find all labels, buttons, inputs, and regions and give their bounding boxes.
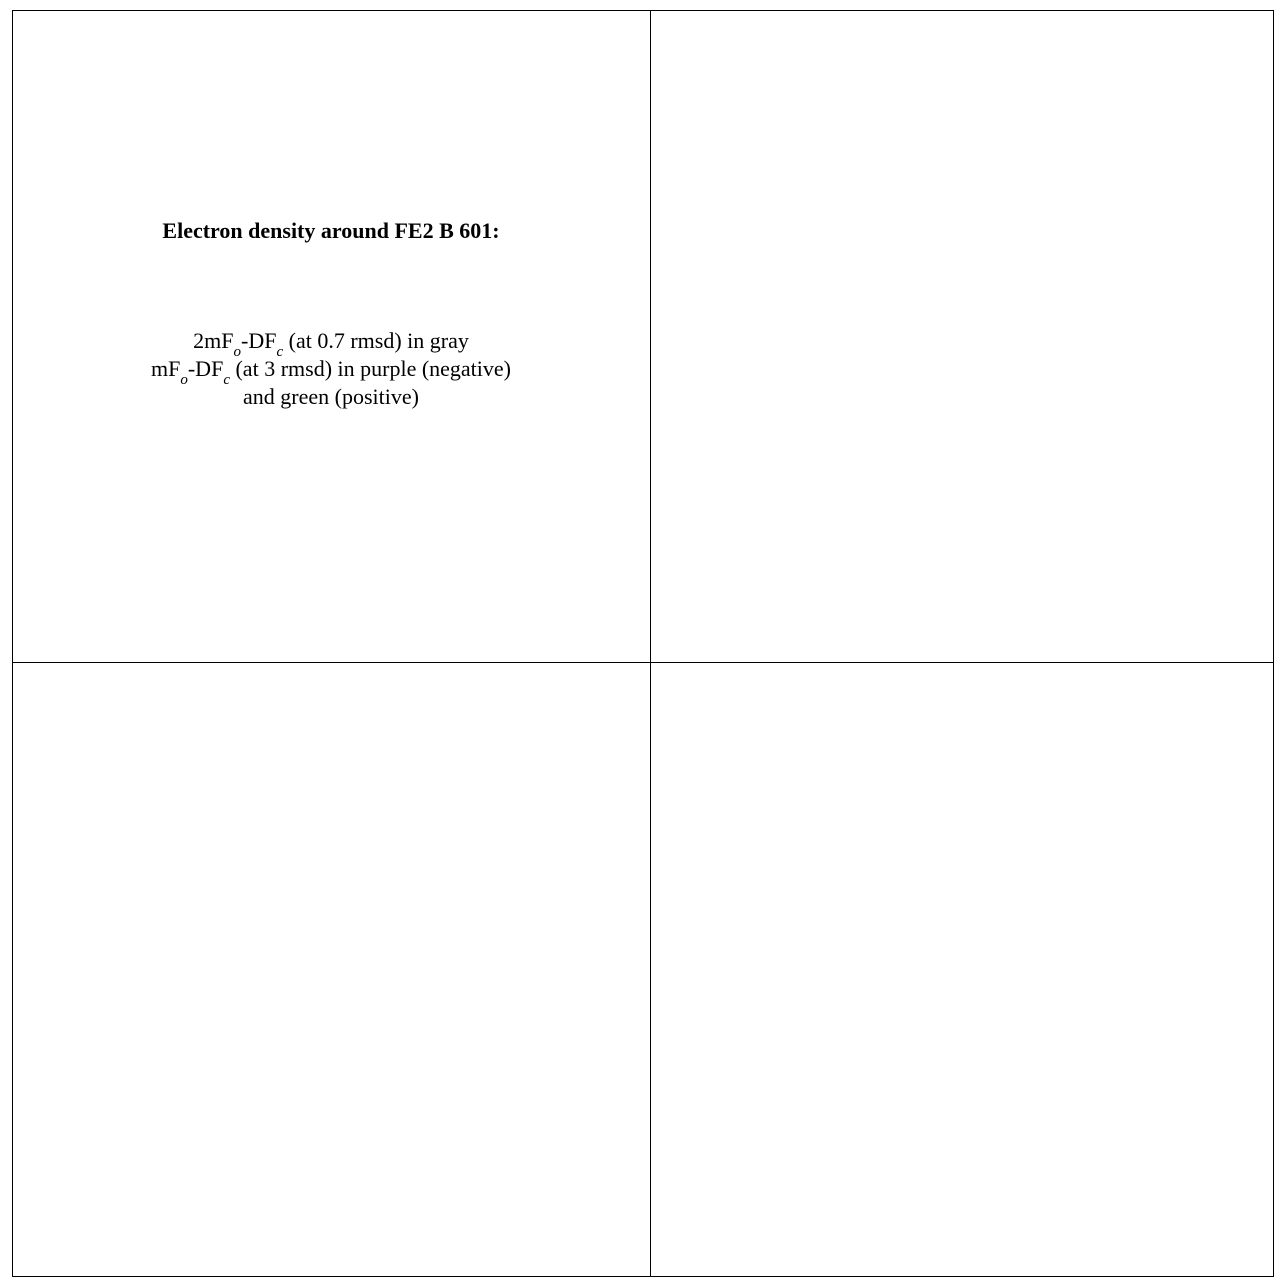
- density-image: [660, 663, 1262, 1266]
- gray-mesh: [26, 670, 624, 1263]
- gray-mesh: [663, 29, 1259, 627]
- gray-mesh: [661, 667, 1262, 1267]
- gray-mesh: [663, 30, 1262, 627]
- density-panels: [24, 26, 1262, 1279]
- subscript: o: [180, 372, 188, 388]
- caption-text: (at 3 rmsd) in purple (negative): [230, 356, 511, 381]
- caption-text: -DF: [188, 356, 223, 381]
- caption-text: (at 0.7 rmsd) in gray: [283, 328, 469, 353]
- fe-atom: [924, 292, 1010, 378]
- gray-mesh: [24, 697, 624, 1267]
- gray-mesh: [660, 663, 1262, 1266]
- subscript: c: [276, 344, 283, 360]
- fe-atom-mesh: [937, 295, 997, 373]
- caption-text: mF: [151, 356, 180, 381]
- caption-text: and green (positive): [243, 384, 419, 409]
- green-mesh: [724, 40, 924, 240]
- caption-text: 2mF: [193, 328, 233, 353]
- gray-mesh: [24, 665, 629, 1261]
- fe-atom: [286, 917, 372, 1003]
- caption-title: Electron density around FE2 B 601:: [162, 218, 499, 243]
- outer-border: [12, 10, 1274, 1277]
- gray-mesh: [24, 665, 623, 1279]
- gray-mesh: [667, 26, 1261, 627]
- caption-text: -DF: [241, 328, 276, 353]
- gray-mesh: [660, 667, 1262, 1267]
- fe-atom: [924, 927, 1010, 1013]
- subscript: c: [223, 372, 230, 388]
- green-mesh: [969, 698, 1169, 898]
- green-mesh: [27, 923, 227, 1123]
- density-image: [24, 665, 629, 1279]
- gray-mesh: [660, 663, 1262, 1266]
- fe-atom-mesh: [299, 920, 359, 998]
- caption-line: 2mFo-DFc (at 0.7 rmsd) in gray: [193, 328, 469, 360]
- caption-line: mFo-DFc (at 3 rmsd) in purple (negative): [151, 356, 511, 388]
- table-borders: [12, 10, 1274, 1277]
- gray-mesh: [693, 26, 1261, 627]
- subscript: o: [234, 344, 242, 360]
- caption-line: and green (positive): [243, 384, 419, 409]
- fe-atom-mesh: [937, 930, 997, 1008]
- density-image: [663, 26, 1262, 627]
